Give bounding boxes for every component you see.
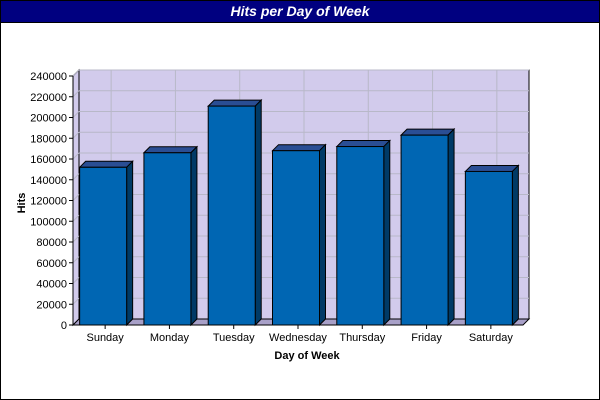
bar-side — [126, 160, 134, 327]
bar-side — [511, 164, 519, 327]
y-gridline-side — [72, 194, 80, 201]
bar-top — [78, 160, 134, 168]
bar-thursday — [335, 139, 391, 327]
x-axis-title: Day of Week — [274, 350, 340, 362]
bar-tuesday — [207, 98, 263, 327]
y-tick-label: 160000 — [30, 154, 67, 166]
y-tick-label: 0 — [61, 320, 67, 332]
x-tick-label: Friday — [411, 332, 442, 344]
bar — [464, 170, 513, 326]
y-tick-label: 80000 — [36, 237, 67, 249]
x-tick-label: Monday — [150, 332, 190, 344]
bar-side — [383, 139, 391, 327]
x-tick-label: Wednesday — [269, 332, 327, 344]
bar-friday — [399, 127, 456, 327]
y-gridline-side — [72, 152, 80, 160]
y-gridline-side — [72, 256, 80, 264]
bar-top — [271, 144, 327, 152]
y-gridline-side — [72, 131, 80, 139]
y-tick-label: 60000 — [36, 258, 67, 270]
y-tick-label: 180000 — [30, 133, 67, 145]
y-gridline-side — [72, 173, 80, 181]
bar-side — [254, 98, 262, 327]
bar — [400, 134, 449, 326]
x-tick-label: Tuesday — [213, 332, 255, 344]
bar-side — [319, 143, 326, 327]
y-gridline-side — [72, 297, 80, 305]
bar-top — [142, 146, 199, 154]
bar — [79, 166, 128, 326]
axis-labels: 0 20000 40000 60000 80000 100000 120000 140000 1… — [30, 71, 513, 344]
bar — [336, 146, 385, 326]
y-tick-label: 200000 — [30, 113, 67, 125]
bar-top — [464, 164, 520, 172]
bar — [143, 152, 192, 326]
y-axis-title: Hits — [16, 193, 28, 214]
bar-top — [399, 128, 456, 136]
y-tick-label: 140000 — [30, 175, 67, 187]
chart-title: Hits per Day of Week — [230, 3, 370, 19]
bar — [272, 150, 320, 326]
bar-saturday — [464, 164, 520, 327]
y-gridline-side — [72, 90, 80, 98]
bar-side — [190, 145, 198, 327]
bar-side — [447, 127, 455, 327]
y-tick-label: 20000 — [36, 299, 67, 311]
y-tick-label: 120000 — [30, 196, 67, 208]
bars — [78, 98, 520, 327]
x-tick-label: Saturday — [469, 332, 514, 344]
y-gridline-side — [72, 235, 80, 243]
y-gridline-side — [72, 277, 80, 284]
bar-monday — [142, 145, 199, 327]
bar-wednesday — [271, 143, 327, 327]
y-tick-label: 40000 — [36, 279, 67, 291]
y-gridline-side — [72, 69, 80, 77]
y-tick-label: 100000 — [30, 216, 67, 228]
y-tick-label: 220000 — [30, 92, 67, 104]
x-tick-label: Thursday — [339, 332, 385, 344]
y-gridline-side — [72, 214, 80, 222]
bar-top — [207, 99, 263, 107]
bar — [207, 105, 256, 326]
x-tick-label: Sunday — [86, 332, 124, 344]
y-tick-label: 240000 — [30, 71, 67, 83]
title-bar: Hits per Day of Week — [1, 1, 599, 23]
y-gridline-side — [72, 111, 80, 118]
bar-top — [335, 140, 391, 148]
bar-sunday — [78, 160, 134, 327]
